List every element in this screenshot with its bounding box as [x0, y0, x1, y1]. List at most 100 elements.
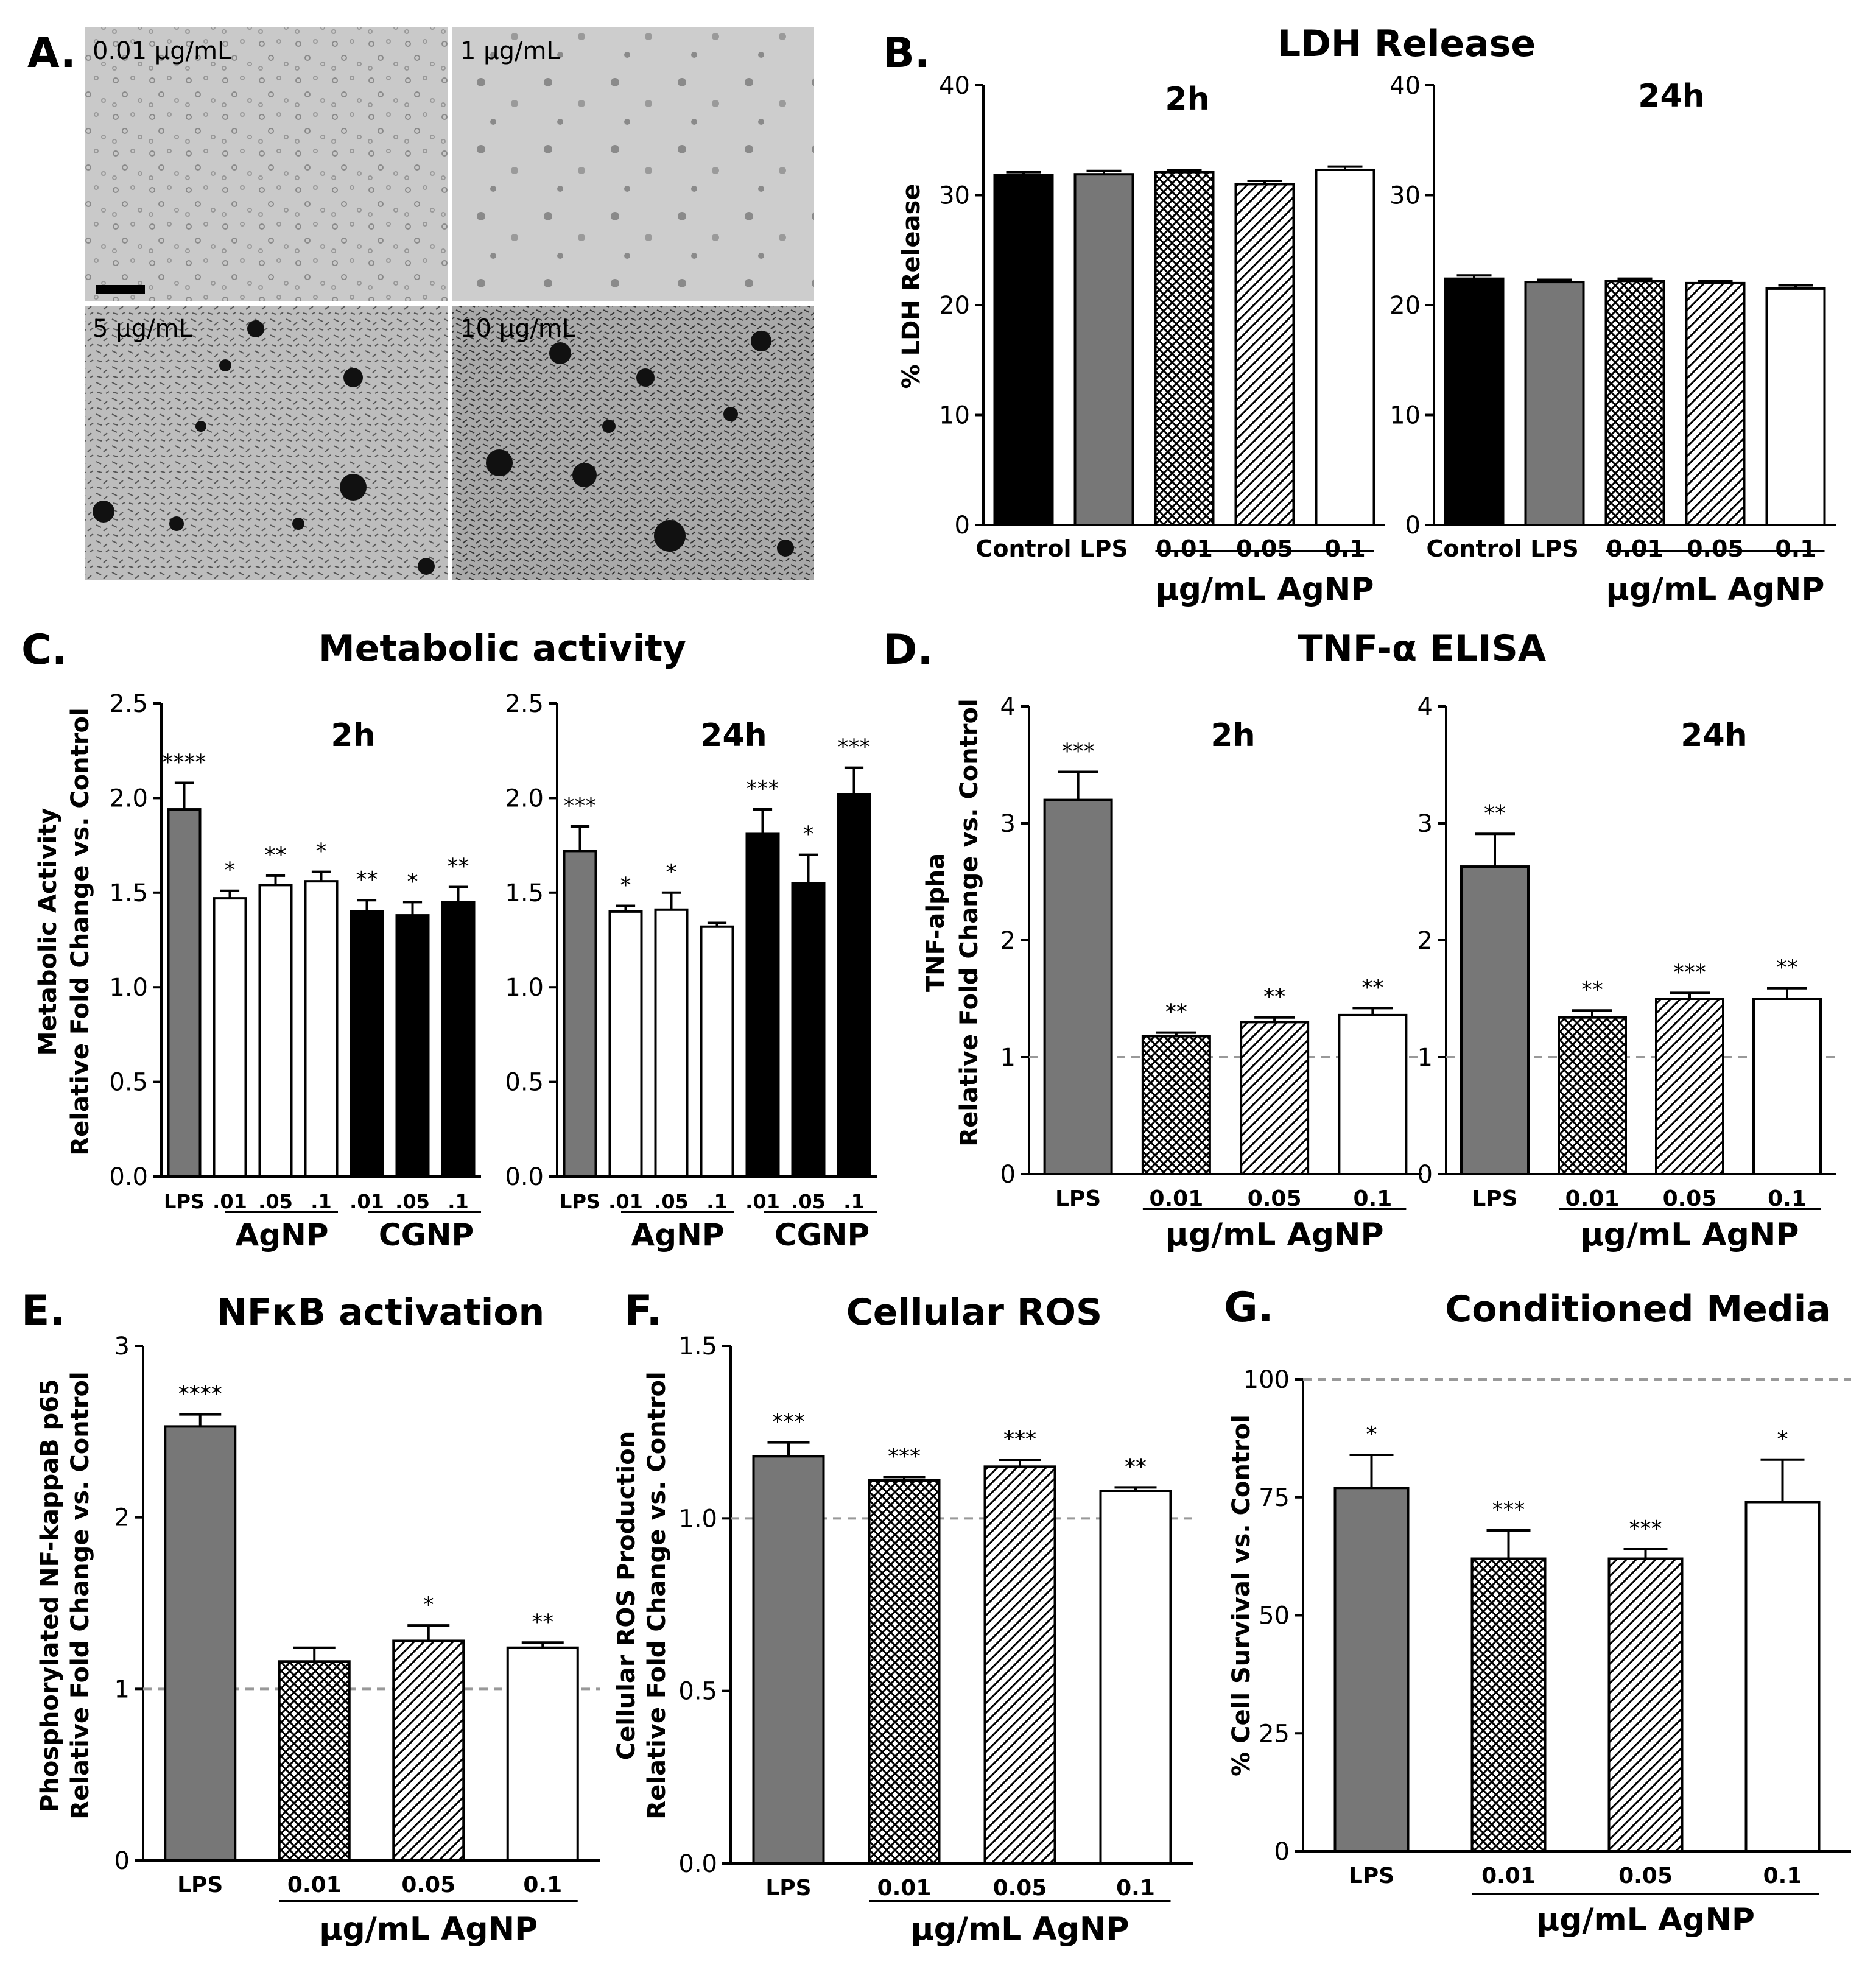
group-label: µg/mL AgNP [1165, 1217, 1384, 1253]
y-tick-label: 4 [1418, 693, 1433, 721]
bar [868, 1479, 941, 1865]
bar [745, 832, 780, 1178]
significance-label: *** [1492, 1497, 1525, 1522]
ldh-y-label: % LDH Release [898, 184, 926, 389]
bar [1338, 1013, 1408, 1175]
group-label: µg/mL AgNP [319, 1911, 538, 1948]
category-label: 0.1 [1353, 1186, 1392, 1211]
significance-label: **** [178, 1382, 222, 1407]
tnf-title: TNF-α ELISA [1298, 627, 1547, 670]
chart-title: 24h [1681, 717, 1747, 754]
category-label: .05 [791, 1190, 826, 1213]
significance-label: *** [1673, 960, 1706, 985]
y-tick-label: 20 [939, 292, 970, 320]
group-label: µg/mL AgNP [1606, 571, 1825, 608]
y-tick-label: 1.5 [678, 1332, 717, 1360]
chart-b-24h: 0 10 20 30 40 24h Control LPS 0.01 0.05 0.1 µg/mL A… [1389, 72, 1836, 608]
category-label: 0.01 [1565, 1186, 1620, 1211]
nfkb-y-label-2: Relative Fold Change vs. Control [66, 1371, 94, 1819]
bar [278, 1660, 351, 1862]
y-tick-label: 3 [1418, 810, 1433, 838]
y-tick-label: 0.0 [109, 1163, 148, 1191]
bar [1604, 280, 1665, 526]
significance-label: *** [772, 1410, 805, 1435]
bar [983, 1465, 1056, 1865]
chart-title: 24h [700, 717, 767, 754]
y-tick-label: 0 [955, 512, 970, 540]
bar [1655, 998, 1724, 1175]
met-y-label-1: Metabolic Activity [34, 808, 62, 1056]
category-label: LPS [1349, 1863, 1394, 1888]
significance-label: ** [532, 1610, 553, 1634]
significance-label: ** [1263, 985, 1285, 1010]
bar [752, 1455, 825, 1865]
category-label: 0.01 [1606, 535, 1663, 562]
category-label: LPS [765, 1876, 811, 1901]
category-label: 0.01 [1481, 1863, 1536, 1888]
bar [791, 882, 826, 1178]
bar [1607, 1557, 1684, 1853]
panel-letter-e: E. [21, 1287, 65, 1335]
significance-label: ** [1776, 955, 1798, 980]
bar [1460, 865, 1530, 1176]
met-y-label-2: Relative Fold Change vs. Control [66, 708, 94, 1155]
bar [164, 1425, 237, 1862]
category-label: LPS [177, 1873, 223, 1898]
significance-label: ** [1125, 1454, 1147, 1479]
significance-label: **** [163, 750, 206, 775]
significance-label: *** [1003, 1427, 1036, 1452]
bar [392, 1639, 465, 1862]
significance-label: *** [838, 735, 871, 760]
tnf-y-label-1: TNF-alpha [922, 853, 950, 992]
y-tick-label: 1.0 [505, 974, 544, 1002]
category-label: .01 [213, 1190, 247, 1213]
bar [1470, 1557, 1547, 1853]
chart-title: 2h [331, 717, 375, 754]
bar [1099, 1490, 1172, 1865]
y-tick-label: 50 [1259, 1602, 1290, 1630]
bar [1558, 1016, 1627, 1175]
bar [1744, 1501, 1821, 1853]
y-tick-label: 1.5 [109, 879, 148, 907]
tnf-y-label-2: Relative Fold Change vs. Control [955, 698, 983, 1146]
y-tick-label: 3 [114, 1332, 130, 1360]
category-label: 0.01 [877, 1876, 932, 1901]
category-label: Control [1426, 535, 1522, 562]
met-24h-agnp-label: AgNP [631, 1217, 725, 1253]
y-tick-label: 1 [1418, 1044, 1433, 1072]
y-tick-label: 0.0 [505, 1163, 544, 1191]
category-label: LPS [1530, 535, 1578, 562]
bar [1141, 1035, 1211, 1175]
bar [837, 793, 871, 1178]
ldh-title: LDH Release [1277, 23, 1536, 65]
bar [700, 925, 734, 1178]
chart-title: Cellular ROS [846, 1291, 1103, 1334]
y-tick-label: 40 [1389, 72, 1421, 100]
bar [1154, 171, 1215, 527]
bar [258, 884, 293, 1178]
category-label: 0.05 [1236, 535, 1293, 562]
significance-label: *** [888, 1444, 921, 1469]
y-tick-label: 4 [1000, 693, 1016, 721]
category-label: 0.05 [1248, 1186, 1302, 1211]
y-tick-label: 3 [1000, 810, 1016, 838]
panel-letter-g: G. [1224, 1284, 1274, 1332]
group-label: µg/mL AgNP [1156, 571, 1374, 608]
scale-bar [96, 285, 145, 294]
category-label: 0.1 [1324, 535, 1365, 562]
significance-label: * [620, 873, 631, 898]
bar [213, 897, 247, 1178]
micrograph-4 [452, 306, 814, 580]
bar [304, 880, 339, 1178]
chart-b-2h: 0 10 20 30 40 2h Control LPS 0.01 0.05 0.1 µg/mL Ag… [939, 72, 1385, 608]
panel-letter-d: D. [883, 626, 933, 674]
category-label: 0.1 [1768, 1186, 1807, 1211]
metabolic-title: Metabolic activity [318, 627, 686, 670]
category-label: .01 [608, 1190, 643, 1213]
bar [563, 850, 597, 1178]
bar [350, 910, 384, 1178]
ros-y-label-2: Relative Fold Change vs. Control [643, 1371, 671, 1819]
y-tick-label: 2.0 [109, 784, 148, 812]
